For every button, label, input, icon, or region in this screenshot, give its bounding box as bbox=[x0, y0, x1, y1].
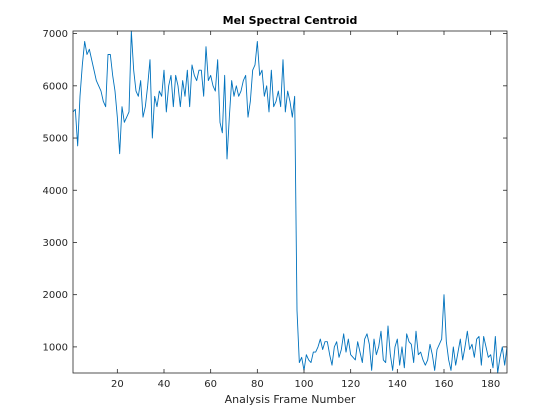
x-tick-label: 180 bbox=[481, 379, 500, 390]
x-tick-label: 40 bbox=[158, 379, 171, 390]
x-tick-label: 80 bbox=[251, 379, 264, 390]
x-tick-label: 20 bbox=[111, 379, 124, 390]
x-tick-label: 160 bbox=[434, 379, 453, 390]
x-axis: 20 40 60 80 100 120 140 160 180 bbox=[111, 31, 500, 390]
y-tick-label: 7000 bbox=[43, 29, 68, 40]
chart-title: Mel Spectral Centroid bbox=[223, 14, 358, 27]
y-tick-label: 5000 bbox=[43, 134, 68, 145]
y-tick-label: 1000 bbox=[43, 342, 68, 353]
y-axis: 1000 2000 3000 4000 5000 6000 7000 bbox=[43, 29, 507, 353]
series-line-0 bbox=[72, 30, 508, 374]
plot-background bbox=[73, 31, 507, 373]
x-tick-label: 60 bbox=[204, 379, 217, 390]
y-tick-label: 6000 bbox=[43, 81, 68, 92]
x-tick-label: 100 bbox=[294, 379, 313, 390]
x-tick-label: 120 bbox=[341, 379, 360, 390]
series-group bbox=[72, 30, 508, 374]
plot-frame bbox=[72, 30, 508, 374]
x-tick-label: 140 bbox=[388, 379, 407, 390]
y-tick-label: 4000 bbox=[43, 186, 68, 197]
y-tick-label: 3000 bbox=[43, 238, 68, 249]
x-axis-label: Analysis Frame Number bbox=[225, 393, 356, 406]
y-tick-label: 2000 bbox=[43, 290, 68, 301]
